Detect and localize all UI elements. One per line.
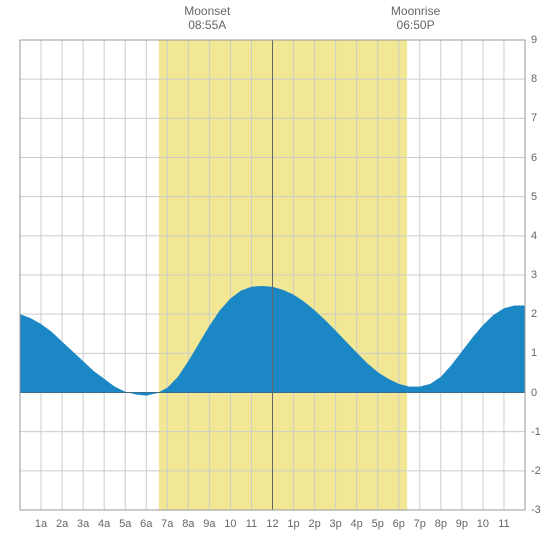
x-tick-label: 8p: [435, 518, 447, 530]
x-tick-label: 7p: [414, 518, 426, 530]
x-tick-label: 2a: [56, 518, 68, 530]
moon-event-time: 06:50P: [391, 18, 440, 32]
y-tick-label: 7: [531, 112, 537, 124]
y-tick-label: 5: [531, 191, 537, 203]
moon-event-time: 08:55A: [184, 18, 230, 32]
x-tick-label: 3a: [77, 518, 89, 530]
x-tick-label: 11: [498, 518, 509, 530]
x-tick-label: 10: [477, 518, 489, 530]
y-tick-label: -2: [531, 465, 541, 477]
y-tick-label: 4: [531, 230, 537, 242]
chart-svg: [0, 0, 550, 550]
x-tick-label: 1a: [35, 518, 47, 530]
y-tick-label: 9: [531, 34, 537, 46]
y-tick-label: 8: [531, 73, 537, 85]
x-tick-label: 3p: [330, 518, 342, 530]
moon-event-label: Moonrise06:50P: [391, 4, 440, 33]
x-tick-label: 9p: [456, 518, 468, 530]
x-tick-label: 12: [266, 518, 278, 530]
x-tick-label: 7a: [161, 518, 173, 530]
y-tick-label: 0: [531, 387, 537, 399]
x-tick-label: 5p: [372, 518, 384, 530]
x-tick-label: 6a: [140, 518, 152, 530]
x-tick-label: 10: [224, 518, 236, 530]
x-tick-label: 8a: [182, 518, 194, 530]
moon-event-title: Moonrise: [391, 4, 440, 18]
y-tick-label: 3: [531, 269, 537, 281]
x-tick-label: 4a: [98, 518, 110, 530]
x-tick-label: 5a: [119, 518, 131, 530]
y-tick-label: 6: [531, 152, 537, 164]
moon-event-title: Moonset: [184, 4, 230, 18]
y-tick-label: 1: [531, 347, 537, 359]
x-tick-label: 2p: [308, 518, 320, 530]
moon-event-label: Moonset08:55A: [184, 4, 230, 33]
x-tick-label: 1p: [287, 518, 299, 530]
x-tick-label: 4p: [351, 518, 363, 530]
y-tick-label: -1: [531, 426, 541, 438]
tide-chart: 1a2a3a4a5a6a7a8a9a1011121p2p3p4p5p6p7p8p…: [0, 0, 550, 550]
y-tick-label: 2: [531, 308, 537, 320]
x-tick-label: 6p: [393, 518, 405, 530]
y-tick-label: -3: [531, 504, 541, 516]
x-tick-label: 11: [246, 518, 257, 530]
x-tick-label: 9a: [203, 518, 215, 530]
